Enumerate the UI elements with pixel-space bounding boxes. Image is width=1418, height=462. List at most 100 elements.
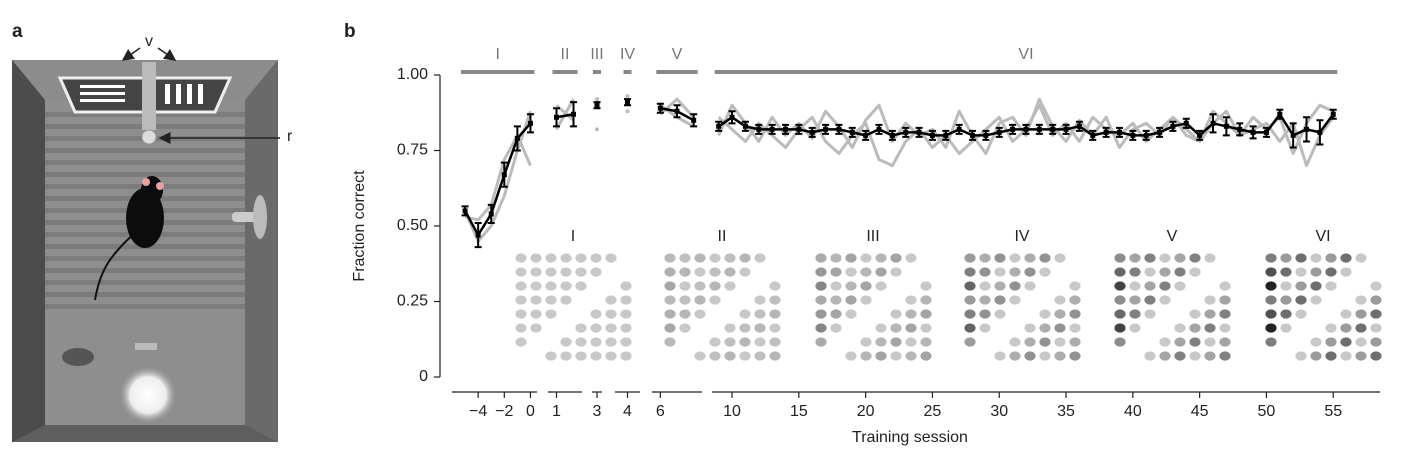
stimulus [1339, 252, 1353, 264]
mean-line [463, 122, 532, 238]
stimulus [1158, 350, 1172, 362]
stimulus [859, 294, 873, 306]
stimulus [574, 252, 588, 264]
stimulus [589, 336, 603, 348]
stimulus [1324, 280, 1338, 292]
stimulus [723, 280, 737, 292]
stimulus [559, 294, 573, 306]
stimulus [1188, 322, 1202, 334]
stimulus [604, 252, 618, 264]
stimulus [1309, 350, 1323, 362]
stimulus [814, 308, 828, 320]
stimulus [1354, 336, 1368, 348]
stimulus [604, 322, 618, 334]
stimulus [1188, 350, 1202, 362]
stimulus [1369, 350, 1383, 362]
stimulus [844, 294, 858, 306]
stimulus [904, 350, 918, 362]
stimulus [919, 280, 933, 292]
mean-point [849, 129, 855, 135]
inset-matrix [1113, 252, 1232, 362]
stimulus [1008, 280, 1022, 292]
stimulus [1113, 336, 1127, 348]
stimulus [1294, 266, 1308, 278]
stimulus [663, 294, 677, 306]
stimulus [1294, 280, 1308, 292]
stimulus [1309, 280, 1323, 292]
stimulus [1173, 350, 1187, 362]
x-tick-label: 35 [1057, 403, 1075, 420]
individual-line [555, 98, 575, 131]
stimulus [753, 308, 767, 320]
stimulus [1279, 252, 1293, 264]
stimulus [1113, 294, 1127, 306]
mean-point [1170, 123, 1176, 129]
stimulus [844, 280, 858, 292]
stimulus [738, 322, 752, 334]
stimulus [1038, 350, 1052, 362]
stimulus [1279, 294, 1293, 306]
stimulus [619, 294, 633, 306]
stimulus [768, 280, 782, 292]
stimulus [993, 308, 1007, 320]
x-tick-label: 30 [990, 403, 1008, 420]
stimulus [859, 266, 873, 278]
stimulus [919, 294, 933, 306]
inset-label: V [1167, 228, 1178, 245]
stimulus [693, 294, 707, 306]
stimulus [604, 308, 618, 320]
stimulus [1173, 266, 1187, 278]
stimulus [768, 350, 782, 362]
y-tick-label: 0.75 [397, 142, 428, 159]
stimulus [1294, 252, 1308, 264]
mean-point [657, 105, 663, 111]
stimulus [678, 252, 692, 264]
stimulus [993, 350, 1007, 362]
stimulus [1158, 294, 1172, 306]
stimulus [574, 322, 588, 334]
mean-point [571, 111, 576, 117]
stimulus [1053, 336, 1067, 348]
stimulus [1068, 280, 1082, 292]
x-tick-label: 6 [656, 403, 665, 420]
stimulus [768, 308, 782, 320]
stimulus [874, 280, 888, 292]
stimulus [559, 336, 573, 348]
stimulus [993, 280, 1007, 292]
stimulus [1038, 336, 1052, 348]
inset-label: II [718, 228, 727, 245]
stimulus [1143, 252, 1157, 264]
inset-matrix [663, 252, 782, 362]
x-tick-label: 25 [924, 403, 942, 420]
x-tick-label: 3 [593, 403, 602, 420]
x-tick-label: −4 [469, 403, 487, 420]
stimulus [1369, 322, 1383, 334]
stimulus [874, 322, 888, 334]
stimulus [1369, 280, 1383, 292]
stimulus [1279, 308, 1293, 320]
mean-point [1157, 129, 1163, 135]
panel-label: b [344, 21, 356, 42]
stimulus [589, 266, 603, 278]
mean-point [1063, 126, 1069, 132]
inset-matrix [814, 252, 933, 362]
stimulus [514, 252, 528, 264]
stimulus [978, 294, 992, 306]
stimulus [723, 266, 737, 278]
mean-point [1103, 129, 1109, 135]
stimulus [544, 294, 558, 306]
mean-point [501, 172, 507, 178]
stimulus [1188, 252, 1202, 264]
y-tick-label: 0 [419, 368, 428, 385]
mean-point [1304, 126, 1310, 132]
stimulus [1053, 294, 1067, 306]
stimulus [963, 322, 977, 334]
stimulus [904, 252, 918, 264]
mean-point [1036, 126, 1042, 132]
stimulus [1008, 252, 1022, 264]
stimulus [1339, 266, 1353, 278]
stage-label: VI [1018, 46, 1033, 63]
stimulus [723, 336, 737, 348]
mean-point [488, 211, 494, 217]
stimulus [514, 308, 528, 320]
